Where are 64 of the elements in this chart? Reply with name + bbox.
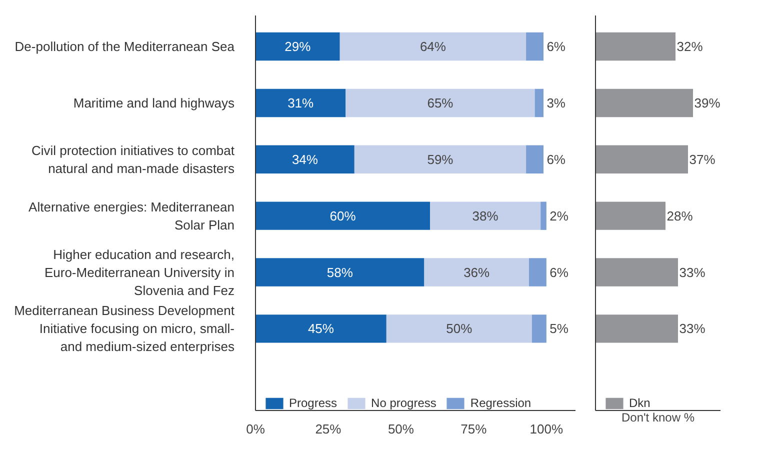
bar bbox=[256, 202, 430, 230]
legend-label: Regression bbox=[470, 396, 532, 410]
legend-label: No progress bbox=[371, 396, 436, 410]
bar bbox=[526, 145, 544, 174]
data-label: 33% bbox=[679, 264, 706, 280]
bar bbox=[596, 314, 678, 343]
bar bbox=[540, 202, 546, 230]
bar bbox=[596, 258, 678, 286]
data-label: 64% bbox=[420, 39, 446, 54]
bar bbox=[424, 258, 529, 286]
bar bbox=[256, 258, 424, 286]
bar bbox=[526, 32, 544, 61]
bar bbox=[532, 314, 546, 343]
bar bbox=[256, 88, 346, 118]
bar bbox=[386, 314, 532, 343]
data-label: 33% bbox=[679, 321, 706, 336]
data-label: 31% bbox=[288, 95, 314, 110]
x-tick-label: 0% bbox=[246, 422, 266, 436]
bar bbox=[596, 88, 693, 118]
legend-label: Progress bbox=[289, 396, 338, 410]
data-label: 32% bbox=[676, 39, 704, 54]
data-label: 6% bbox=[546, 39, 566, 54]
data-label: 65% bbox=[427, 95, 454, 110]
data-label: 45% bbox=[308, 321, 334, 336]
data-label: 60% bbox=[330, 208, 356, 224]
x-tick-label: 100% bbox=[530, 422, 564, 436]
bar bbox=[596, 202, 666, 230]
y-tick-label: Higher education and research, Euro-Mediterranean University in Slovenia and Fez bbox=[44, 246, 235, 298]
bar bbox=[596, 145, 688, 174]
bar bbox=[596, 32, 676, 61]
data-label: 59% bbox=[427, 152, 454, 167]
y-tick-label: Civil protection initiatives to combat natural and man-made disasters bbox=[31, 142, 235, 176]
data-label: 58% bbox=[326, 264, 354, 280]
y-tick-label: Maritime and land highways bbox=[73, 95, 235, 110]
data-label: 50% bbox=[446, 321, 473, 336]
bar bbox=[256, 314, 386, 343]
data-label: 5% bbox=[550, 321, 569, 336]
y-tick-label: Alternative energies: Mediterranean Solar Plan bbox=[28, 199, 235, 232]
bar bbox=[354, 145, 526, 174]
data-label: 2% bbox=[550, 208, 569, 224]
bar bbox=[528, 258, 546, 286]
data-label: 34% bbox=[292, 152, 318, 167]
data-label: 6% bbox=[550, 264, 569, 280]
bar bbox=[340, 32, 526, 61]
data-label: 6% bbox=[546, 152, 566, 167]
data-label: 28% bbox=[666, 208, 694, 224]
x-axis-title: Don't know % bbox=[622, 410, 695, 424]
bar bbox=[256, 32, 340, 61]
x-tick-label: 25% bbox=[315, 422, 342, 436]
data-label: 29% bbox=[284, 39, 312, 54]
x-tick-label: 75% bbox=[460, 422, 488, 436]
y-tick-label: De-pollution of the Mediterranean Sea bbox=[14, 39, 236, 54]
data-label: 37% bbox=[689, 152, 716, 167]
data-label: 36% bbox=[464, 264, 490, 280]
bar bbox=[534, 88, 544, 118]
data-label: 3% bbox=[546, 95, 566, 110]
data-label: 39% bbox=[694, 95, 721, 110]
y-tick-label: Mediterranean Business Development Initiative focusing on micro, small- and medium-sized enterprises bbox=[14, 303, 235, 354]
bar bbox=[430, 202, 541, 230]
legend-label: Dkn bbox=[629, 396, 650, 410]
bar bbox=[346, 88, 535, 118]
bar bbox=[256, 145, 354, 174]
data-label: 38% bbox=[472, 208, 499, 224]
x-tick-label: 50% bbox=[388, 422, 414, 436]
